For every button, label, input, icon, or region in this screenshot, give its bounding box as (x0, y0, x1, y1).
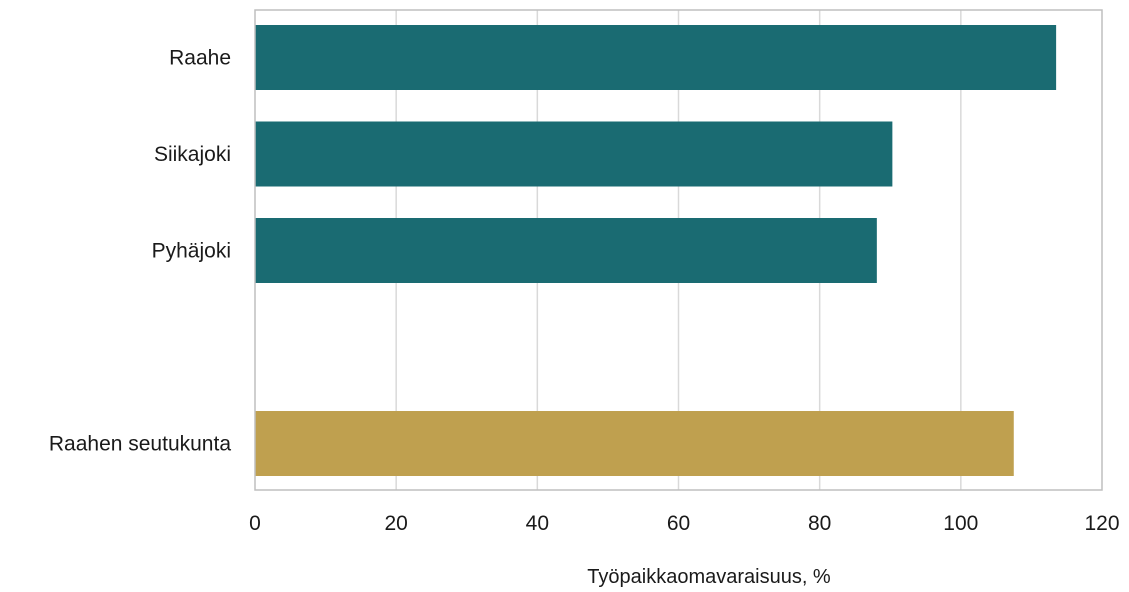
x-tick-label: 80 (808, 512, 831, 535)
x-tick-label: 40 (526, 512, 549, 535)
category-label: Pyhäjoki (152, 240, 231, 263)
x-tick-label: 60 (667, 512, 690, 535)
x-tick-label: 20 (384, 512, 407, 535)
bar-siikajoki (255, 122, 892, 187)
bars (255, 25, 1056, 476)
category-label: Raahen seutukunta (49, 433, 231, 456)
x-axis-title: Työpaikkaomavaraisuus, % (587, 566, 831, 588)
x-tick-labels: 0 20 40 60 80 100 120 (249, 512, 1119, 535)
category-label: Raahe (169, 47, 231, 70)
category-label: Siikajoki (154, 143, 231, 166)
bar-pyhäjoki (255, 218, 877, 283)
x-tick-label: 0 (249, 512, 261, 535)
bar-raahen-seutukunta (255, 411, 1014, 476)
bar-raahe (255, 25, 1056, 90)
x-tick-label: 120 (1084, 512, 1119, 535)
category-labels: Raahe Siikajoki Pyhäjoki Raahen seutukunta (49, 47, 231, 456)
x-tick-label: 100 (943, 512, 978, 535)
